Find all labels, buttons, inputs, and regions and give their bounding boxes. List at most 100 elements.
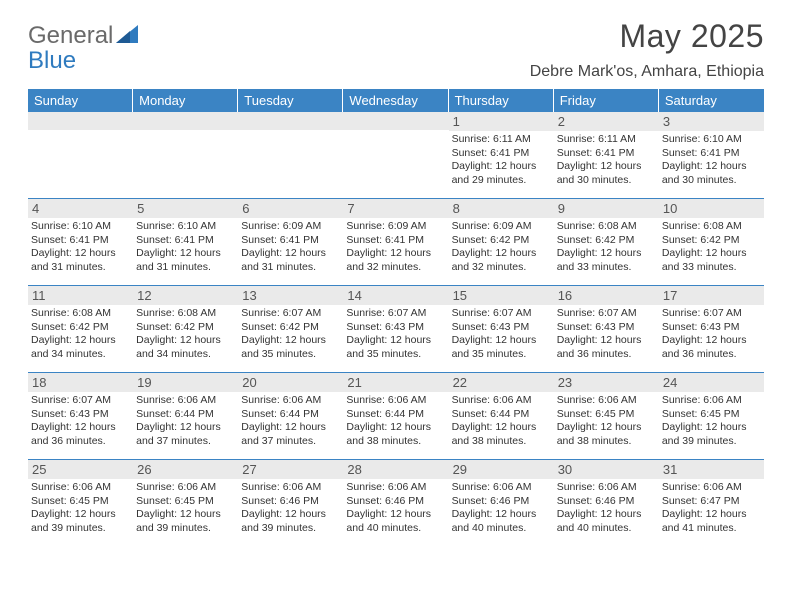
day-detail: Sunrise: 6:07 AMSunset: 6:43 PMDaylight:… [343, 305, 448, 366]
sunset-line: Sunset: 6:44 PM [452, 408, 551, 422]
day-detail: Sunrise: 6:07 AMSunset: 6:43 PMDaylight:… [554, 305, 659, 366]
brand-part2: Blue [28, 47, 76, 75]
day-number: 4 [28, 199, 133, 218]
week-row: 18Sunrise: 6:07 AMSunset: 6:43 PMDayligh… [28, 372, 764, 459]
day-number: 15 [449, 286, 554, 305]
title-block: May 2025 Debre Mark'os, Amhara, Ethiopia [530, 18, 764, 81]
day-cell: 26Sunrise: 6:06 AMSunset: 6:45 PMDayligh… [133, 460, 238, 546]
day-detail: Sunrise: 6:06 AMSunset: 6:44 PMDaylight:… [343, 392, 448, 453]
sunrise-line: Sunrise: 6:06 AM [662, 394, 761, 408]
day-number: 7 [343, 199, 448, 218]
weekday-wednesday: Wednesday [343, 89, 448, 112]
day-cell: 18Sunrise: 6:07 AMSunset: 6:43 PMDayligh… [28, 373, 133, 459]
sunrise-line: Sunrise: 6:06 AM [452, 394, 551, 408]
day-cell: 11Sunrise: 6:08 AMSunset: 6:42 PMDayligh… [28, 286, 133, 372]
day-cell: 14Sunrise: 6:07 AMSunset: 6:43 PMDayligh… [343, 286, 448, 372]
day-cell-empty [133, 112, 238, 198]
day-cell: 25Sunrise: 6:06 AMSunset: 6:45 PMDayligh… [28, 460, 133, 546]
day-number: 18 [28, 373, 133, 392]
weekday-header: SundayMondayTuesdayWednesdayThursdayFrid… [28, 89, 764, 112]
daylight-line: Daylight: 12 hours and 31 minutes. [31, 247, 130, 274]
day-cell-empty [238, 112, 343, 198]
weekday-monday: Monday [133, 89, 238, 112]
sunset-line: Sunset: 6:45 PM [557, 408, 656, 422]
sunset-line: Sunset: 6:42 PM [452, 234, 551, 248]
sunrise-line: Sunrise: 6:06 AM [662, 481, 761, 495]
daylight-line: Daylight: 12 hours and 41 minutes. [662, 508, 761, 535]
sunrise-line: Sunrise: 6:07 AM [346, 307, 445, 321]
sunrise-line: Sunrise: 6:08 AM [557, 220, 656, 234]
weekday-friday: Friday [554, 89, 659, 112]
daylight-line: Daylight: 12 hours and 31 minutes. [136, 247, 235, 274]
day-number: 1 [449, 112, 554, 131]
day-cell: 1Sunrise: 6:11 AMSunset: 6:41 PMDaylight… [449, 112, 554, 198]
sunrise-line: Sunrise: 6:07 AM [241, 307, 340, 321]
sunrise-line: Sunrise: 6:07 AM [452, 307, 551, 321]
day-cell: 6Sunrise: 6:09 AMSunset: 6:41 PMDaylight… [238, 199, 343, 285]
daylight-line: Daylight: 12 hours and 35 minutes. [346, 334, 445, 361]
sunset-line: Sunset: 6:41 PM [346, 234, 445, 248]
day-cell: 19Sunrise: 6:06 AMSunset: 6:44 PMDayligh… [133, 373, 238, 459]
day-detail: Sunrise: 6:08 AMSunset: 6:42 PMDaylight:… [133, 305, 238, 366]
day-number [238, 112, 343, 130]
day-number [133, 112, 238, 130]
day-detail: Sunrise: 6:10 AMSunset: 6:41 PMDaylight:… [659, 131, 764, 192]
day-detail: Sunrise: 6:06 AMSunset: 6:46 PMDaylight:… [343, 479, 448, 540]
daylight-line: Daylight: 12 hours and 39 minutes. [31, 508, 130, 535]
day-cell: 10Sunrise: 6:08 AMSunset: 6:42 PMDayligh… [659, 199, 764, 285]
day-cell: 7Sunrise: 6:09 AMSunset: 6:41 PMDaylight… [343, 199, 448, 285]
sunrise-line: Sunrise: 6:09 AM [452, 220, 551, 234]
sunrise-line: Sunrise: 6:08 AM [136, 307, 235, 321]
day-detail: Sunrise: 6:06 AMSunset: 6:44 PMDaylight:… [449, 392, 554, 453]
sunset-line: Sunset: 6:42 PM [31, 321, 130, 335]
month-title: May 2025 [530, 18, 764, 55]
sunrise-line: Sunrise: 6:06 AM [346, 481, 445, 495]
day-number: 21 [343, 373, 448, 392]
day-detail: Sunrise: 6:10 AMSunset: 6:41 PMDaylight:… [28, 218, 133, 279]
day-cell: 5Sunrise: 6:10 AMSunset: 6:41 PMDaylight… [133, 199, 238, 285]
day-detail: Sunrise: 6:06 AMSunset: 6:44 PMDaylight:… [238, 392, 343, 453]
sunset-line: Sunset: 6:46 PM [346, 495, 445, 509]
sunrise-line: Sunrise: 6:06 AM [557, 394, 656, 408]
day-number: 14 [343, 286, 448, 305]
daylight-line: Daylight: 12 hours and 38 minutes. [557, 421, 656, 448]
sunset-line: Sunset: 6:45 PM [662, 408, 761, 422]
week-row: 4Sunrise: 6:10 AMSunset: 6:41 PMDaylight… [28, 198, 764, 285]
day-detail: Sunrise: 6:06 AMSunset: 6:45 PMDaylight:… [133, 479, 238, 540]
sunset-line: Sunset: 6:46 PM [557, 495, 656, 509]
sunset-line: Sunset: 6:43 PM [557, 321, 656, 335]
day-number [343, 112, 448, 130]
sunset-line: Sunset: 6:46 PM [241, 495, 340, 509]
sunset-line: Sunset: 6:44 PM [136, 408, 235, 422]
day-number: 24 [659, 373, 764, 392]
day-number: 31 [659, 460, 764, 479]
header: General May 2025 Debre Mark'os, Amhara, … [28, 18, 764, 81]
sunset-line: Sunset: 6:47 PM [662, 495, 761, 509]
day-detail: Sunrise: 6:07 AMSunset: 6:43 PMDaylight:… [659, 305, 764, 366]
day-cell: 29Sunrise: 6:06 AMSunset: 6:46 PMDayligh… [449, 460, 554, 546]
brand-triangle-icon [116, 22, 138, 50]
sunrise-line: Sunrise: 6:10 AM [662, 133, 761, 147]
weekday-thursday: Thursday [449, 89, 554, 112]
daylight-line: Daylight: 12 hours and 40 minutes. [346, 508, 445, 535]
sunset-line: Sunset: 6:42 PM [557, 234, 656, 248]
day-cell: 27Sunrise: 6:06 AMSunset: 6:46 PMDayligh… [238, 460, 343, 546]
sunrise-line: Sunrise: 6:10 AM [31, 220, 130, 234]
brand-part1: General [28, 22, 113, 50]
sunset-line: Sunset: 6:41 PM [662, 147, 761, 161]
day-number: 13 [238, 286, 343, 305]
daylight-line: Daylight: 12 hours and 33 minutes. [662, 247, 761, 274]
day-cell: 9Sunrise: 6:08 AMSunset: 6:42 PMDaylight… [554, 199, 659, 285]
day-cell: 3Sunrise: 6:10 AMSunset: 6:41 PMDaylight… [659, 112, 764, 198]
day-detail: Sunrise: 6:08 AMSunset: 6:42 PMDaylight:… [554, 218, 659, 279]
sunrise-line: Sunrise: 6:06 AM [241, 481, 340, 495]
day-number: 9 [554, 199, 659, 218]
sunrise-line: Sunrise: 6:10 AM [136, 220, 235, 234]
daylight-line: Daylight: 12 hours and 39 minutes. [241, 508, 340, 535]
day-detail: Sunrise: 6:09 AMSunset: 6:41 PMDaylight:… [238, 218, 343, 279]
daylight-line: Daylight: 12 hours and 32 minutes. [452, 247, 551, 274]
sunset-line: Sunset: 6:42 PM [241, 321, 340, 335]
day-number: 19 [133, 373, 238, 392]
daylight-line: Daylight: 12 hours and 33 minutes. [557, 247, 656, 274]
sunrise-line: Sunrise: 6:07 AM [557, 307, 656, 321]
